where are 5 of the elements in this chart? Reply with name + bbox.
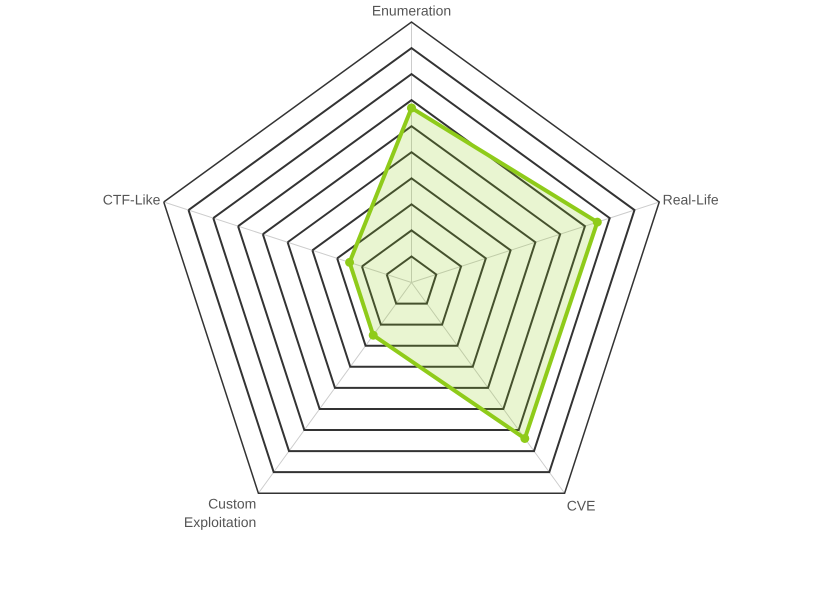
spoke-label: Enumeration (372, 2, 452, 19)
spoke-label: CTF-Like (102, 192, 161, 208)
spoke-label: CVE (566, 497, 596, 514)
spoke-label: Real-Life (662, 192, 719, 208)
spoke-label: Custom Exploitation (184, 496, 256, 530)
